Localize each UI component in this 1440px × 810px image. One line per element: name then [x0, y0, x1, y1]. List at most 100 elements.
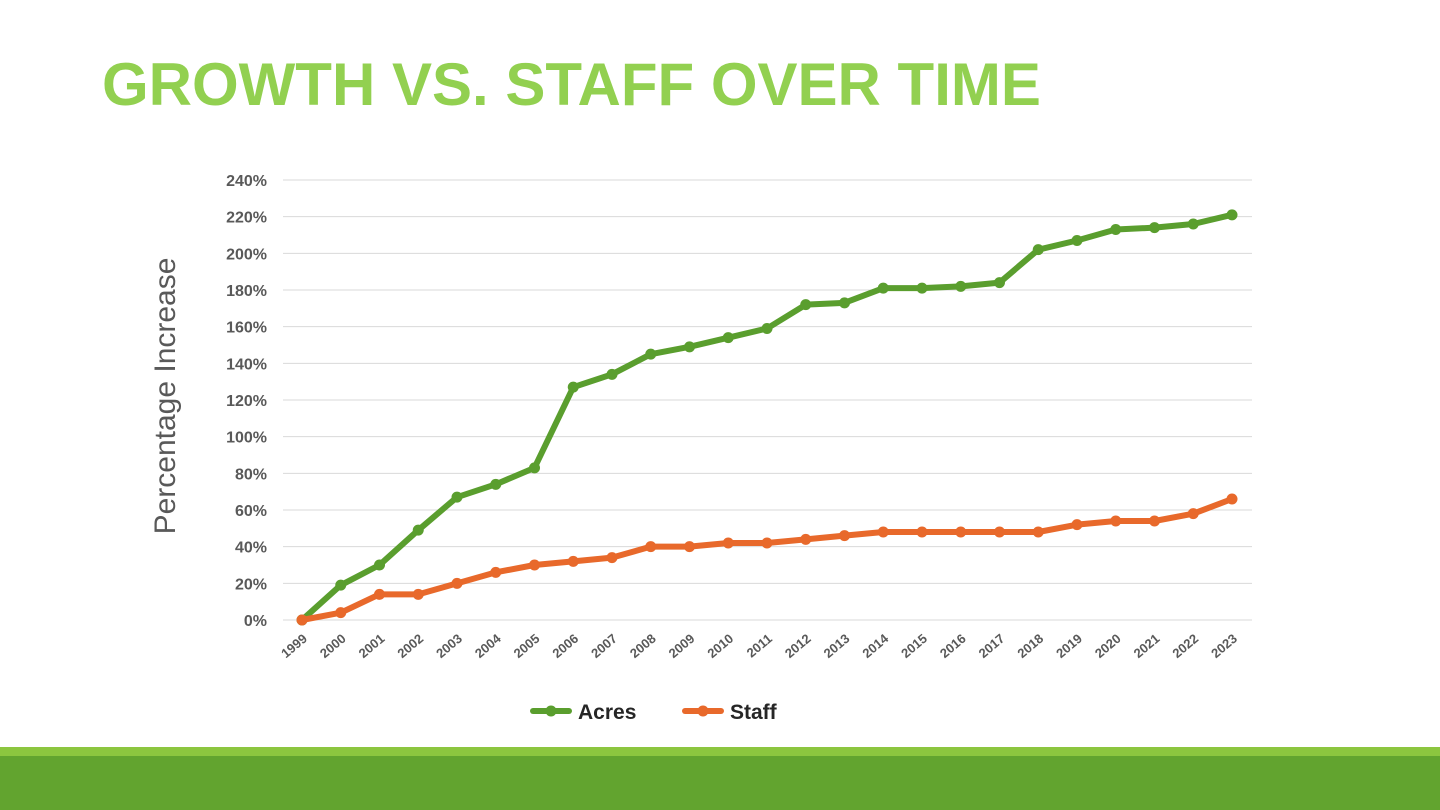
footer-bar: [0, 756, 1440, 810]
data-point: [916, 526, 928, 538]
data-point: [606, 552, 618, 564]
y-tick-label: 180%: [226, 283, 267, 300]
data-point: [529, 462, 540, 474]
x-tick-label: 2023: [1208, 631, 1240, 661]
data-point: [335, 579, 347, 591]
x-tick-label: 2014: [859, 630, 891, 661]
data-point: [645, 348, 657, 360]
legend-label: Acres: [578, 701, 636, 724]
x-tick-label: 2000: [317, 631, 349, 661]
x-tick-label: 2003: [433, 631, 465, 661]
data-point: [1071, 519, 1083, 531]
data-point: [994, 526, 1005, 538]
y-tick-label: 80%: [235, 466, 267, 483]
y-tick-label: 60%: [235, 503, 267, 520]
data-point: [529, 559, 540, 571]
x-tick-label: 2020: [1092, 631, 1124, 661]
series-staff: [296, 493, 1238, 626]
data-point: [490, 478, 502, 490]
legend-item-acres: Acres: [530, 701, 636, 724]
data-point: [722, 332, 734, 344]
data-point: [645, 541, 657, 553]
data-point: [1187, 508, 1199, 520]
x-tick-label: 1999: [278, 631, 310, 661]
data-point: [839, 530, 850, 542]
data-point: [800, 533, 812, 545]
y-tick-label: 120%: [226, 393, 267, 410]
data-point: [761, 537, 773, 549]
data-point: [374, 588, 385, 600]
x-tick-label: 2012: [782, 631, 814, 661]
footer-accent-bar: [0, 747, 1440, 756]
data-point: [606, 368, 618, 380]
line-chart: 0% 20% 40% 60% 80% 100% 120% 140% 160% 180% 200% 22…: [149, 173, 1252, 724]
data-point: [412, 524, 424, 536]
y-tick-label: 240%: [226, 173, 267, 190]
data-point: [800, 299, 812, 311]
legend: Acres Staff: [530, 701, 778, 724]
y-tick-label: 100%: [226, 430, 267, 447]
data-point: [567, 555, 579, 567]
data-point: [490, 566, 502, 578]
data-point: [1149, 222, 1160, 234]
y-tick-label: 40%: [235, 540, 267, 557]
data-point: [1110, 515, 1122, 527]
data-point: [567, 381, 579, 393]
x-tick-label: 2004: [472, 630, 504, 661]
legend-marker: [697, 705, 709, 717]
x-tick-label: 2002: [394, 631, 426, 661]
data-point: [1032, 526, 1044, 538]
data-point: [1226, 493, 1238, 505]
data-point: [374, 559, 385, 571]
data-point: [684, 341, 695, 353]
data-point: [955, 280, 967, 292]
x-tick-label: 2021: [1131, 631, 1163, 661]
x-tick-label: 2016: [937, 631, 969, 661]
x-tick-label: 2017: [976, 631, 1008, 661]
x-tick-label: 2015: [898, 631, 930, 661]
data-point: [1071, 235, 1083, 246]
series-acres: [296, 209, 1238, 626]
x-tick-label: 2001: [356, 631, 388, 661]
y-tick-label: 200%: [226, 246, 267, 263]
y-axis-title: Percentage Increase: [149, 258, 182, 535]
data-point: [1187, 218, 1199, 230]
data-point: [684, 541, 695, 553]
x-tick-label: 2005: [511, 631, 543, 661]
data-point: [994, 277, 1005, 289]
data-point: [451, 491, 463, 503]
data-point: [451, 577, 463, 589]
series-line: [299, 496, 1235, 623]
y-tick-label: 160%: [226, 320, 267, 337]
x-tick-label: 2019: [1053, 631, 1085, 661]
y-tick-label: 140%: [226, 356, 267, 373]
legend-label: Staff: [730, 701, 778, 724]
y-tick-label: 0%: [244, 613, 267, 630]
legend-marker: [545, 705, 557, 717]
data-point: [412, 588, 424, 600]
x-axis-ticks: 1999 2000 2001 2002 2003 2004 2005 2006 2007 2008…: [278, 630, 1240, 661]
data-point: [296, 614, 308, 626]
y-tick-label: 20%: [235, 576, 267, 593]
data-point: [1032, 244, 1044, 256]
x-tick-label: 2010: [704, 631, 736, 661]
data-point: [335, 607, 347, 619]
legend-item-staff: Staff: [682, 701, 778, 724]
series: [296, 209, 1238, 626]
x-tick-label: 2018: [1014, 631, 1046, 661]
x-tick-label: 2008: [627, 631, 659, 661]
data-point: [1149, 515, 1160, 527]
x-tick-label: 2006: [549, 631, 581, 661]
data-point: [955, 526, 967, 538]
data-point: [916, 282, 928, 294]
x-tick-label: 2011: [744, 631, 775, 661]
data-point: [839, 297, 850, 309]
slide-title: GROWTH VS. STAFF OVER TIME: [102, 51, 1041, 118]
y-axis-ticks: 0% 20% 40% 60% 80% 100% 120% 140% 160% 180% 200% 22…: [226, 173, 267, 630]
x-tick-label: 2013: [821, 631, 853, 661]
data-point: [877, 526, 889, 538]
data-point: [761, 323, 773, 334]
y-tick-label: 220%: [226, 210, 267, 227]
x-tick-label: 2009: [666, 631, 698, 661]
data-point: [877, 282, 889, 294]
